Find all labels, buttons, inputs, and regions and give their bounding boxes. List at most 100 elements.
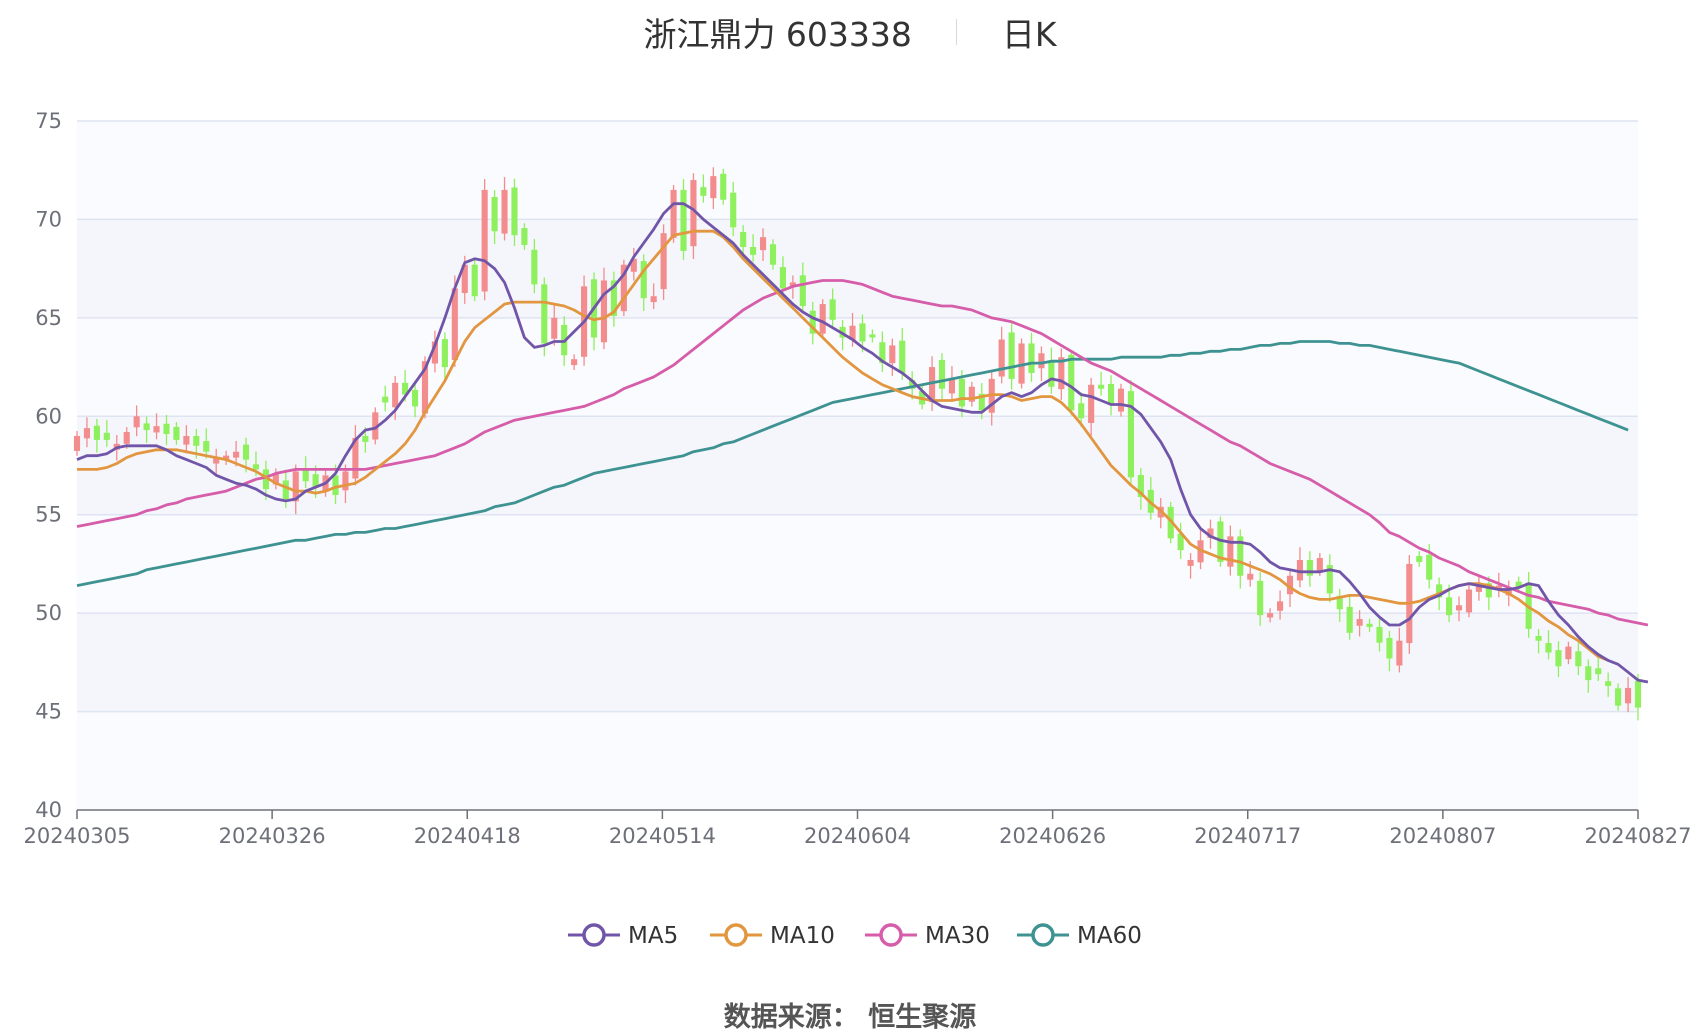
candle [1535,629,1542,654]
candle [1575,640,1582,676]
x-tick-label: 20240418 [414,824,521,848]
candle [1127,380,1134,487]
candle-body [938,359,946,389]
candle-body [1356,619,1363,626]
candle-body [1247,573,1254,580]
y-tick-label: 65 [35,306,62,330]
candle-body [978,393,985,411]
candle-body [163,423,170,435]
candle-body [660,233,667,290]
candle [1455,596,1463,622]
legend-item-ma10[interactable]: MA10 [710,923,835,949]
candle-body [233,451,240,458]
legend-item-ma60[interactable]: MA60 [1017,923,1142,949]
legend-label: MA5 [628,923,678,949]
candle [1018,338,1025,389]
x-tick-label: 20240604 [804,824,911,848]
candle [163,414,170,445]
candle [1306,551,1313,587]
candle-body [710,176,717,199]
candle [372,407,379,445]
candle-body [551,317,558,339]
candle [809,301,816,345]
candle-body [571,359,578,366]
candle-body [1127,391,1134,478]
candle-body [441,339,448,368]
candle-body [193,435,200,446]
candle-body [680,189,687,251]
candle [948,366,956,401]
candle-body [640,261,647,299]
y-tick-label: 45 [35,700,62,724]
candle [1565,641,1572,665]
candle [799,262,806,313]
candle-body [1068,354,1075,411]
candle-body [262,469,269,490]
candle-body [869,334,876,338]
candle [1555,641,1562,678]
candle-body [103,432,110,440]
candle-body [123,432,130,444]
candle-body [1585,666,1592,681]
candle-body [143,423,150,431]
candle [1336,588,1343,623]
candle-body [1177,533,1184,551]
candle [1277,590,1284,620]
legend-marker [582,923,606,947]
candle-body [302,469,309,482]
candle-body [501,189,508,234]
legend-item-ma30[interactable]: MA30 [865,923,990,949]
grid-lines [77,120,1638,713]
candle-body [1595,668,1602,675]
candle-body [511,187,518,236]
legend-label: MA60 [1077,923,1142,949]
candle [1078,392,1085,428]
candle [133,405,140,437]
candle [1267,608,1274,623]
candle [730,181,737,237]
candle-body [968,386,975,402]
candle-body [1416,556,1423,562]
candle [1098,371,1105,396]
candle-body [1436,584,1443,598]
plot-band [77,121,1638,220]
legend-item-ma5[interactable]: MA5 [568,923,678,949]
candle [541,277,548,357]
candle-body [829,299,836,320]
candle [998,326,1005,384]
candle [1356,610,1363,637]
candle-body [521,228,528,246]
candle-body [1277,601,1284,611]
candle-body [272,473,279,485]
plot-band [77,317,1638,417]
candle [1386,631,1393,672]
candle [272,468,279,490]
candle [1207,519,1214,549]
candle-body [1098,384,1105,389]
legend[interactable]: MA5 MA10 MA30 MA60 [568,923,1142,949]
candle [710,167,717,209]
candle-body [312,474,319,488]
candle [899,327,906,380]
candle-body [402,382,409,395]
candle [491,190,498,245]
candle-body [1624,687,1632,704]
candle-body [700,187,707,196]
candle-body [352,437,359,479]
candle [1605,672,1612,697]
candle-body [1446,597,1453,616]
ma5-line [76,202,1649,684]
candle [501,177,508,241]
candle [630,247,637,281]
candle [1296,547,1304,588]
candle-body [1028,343,1035,373]
candle-body [809,310,816,334]
candle [103,420,110,447]
candle-body [421,361,429,414]
candle [1326,554,1333,603]
candle [73,431,81,456]
candle-body [1038,353,1045,369]
candle [521,223,528,250]
candle-body [1316,558,1323,572]
